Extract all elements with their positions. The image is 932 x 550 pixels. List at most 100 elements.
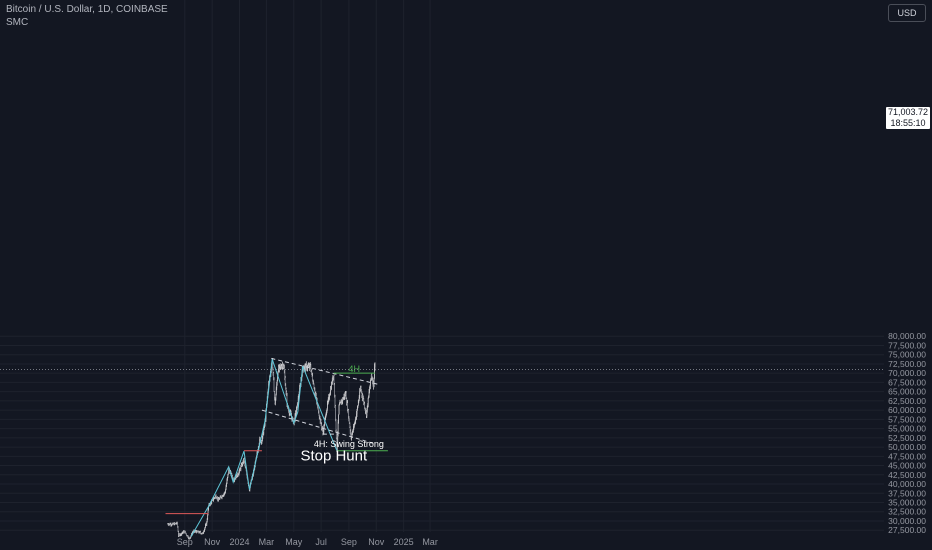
candle-body: [218, 498, 219, 501]
candle-body: [201, 532, 203, 534]
candle-body: [223, 493, 225, 496]
candle-body: [337, 422, 339, 434]
candle-body: [311, 372, 313, 377]
y-tick-label: 62,500.00: [888, 396, 926, 406]
candle-body: [244, 464, 246, 467]
candle-body: [362, 395, 363, 398]
candle-body: [361, 390, 362, 392]
candle-body: [339, 404, 340, 406]
candle-body: [319, 417, 321, 418]
candle-body: [326, 408, 328, 413]
candle-body: [364, 407, 366, 410]
candle-body: [358, 396, 360, 400]
candle-body: [235, 477, 236, 479]
candle-body: [197, 531, 199, 532]
candle-body: [238, 473, 239, 475]
candle-body: [210, 502, 212, 504]
candle-body: [216, 497, 217, 499]
candle-body: [304, 366, 305, 369]
candle-body: [341, 400, 343, 402]
y-tick-label: 65,000.00: [888, 387, 926, 397]
y-tick-label: 50,000.00: [888, 442, 926, 452]
candle-body: [177, 523, 178, 528]
candle-body: [312, 380, 314, 384]
candle-body: [345, 392, 347, 396]
candle-body: [168, 524, 170, 526]
candle-body: [281, 367, 282, 369]
candle-body: [370, 375, 372, 379]
candle-body: [282, 365, 283, 367]
candle-body: [208, 505, 209, 510]
candle-body: [197, 531, 199, 533]
candle-body: [284, 377, 286, 386]
candle-body: [170, 524, 172, 526]
candle-body: [196, 530, 198, 533]
candle-body: [288, 408, 289, 410]
candle-body: [324, 420, 326, 426]
candle-body: [320, 420, 322, 422]
candle-body: [336, 437, 338, 452]
candle-body: [274, 391, 275, 398]
candle-body: [263, 425, 265, 430]
candle-body: [308, 365, 309, 367]
x-tick-label: 2024: [229, 537, 249, 547]
candle-body: [225, 486, 227, 490]
candle-body: [305, 364, 307, 366]
candle-body: [321, 427, 323, 429]
candle-body: [277, 375, 278, 381]
currency-button[interactable]: USD: [888, 4, 926, 22]
candle-body: [315, 393, 317, 397]
candle-body: [281, 366, 283, 369]
candle-body: [237, 473, 239, 476]
candle-body: [200, 532, 202, 534]
candle-body: [366, 410, 368, 417]
candle-body: [243, 460, 244, 462]
last-price-value: 71,003.72: [887, 107, 929, 117]
candle-body: [329, 393, 331, 396]
candle-body: [224, 492, 226, 494]
candle-body: [279, 365, 280, 369]
x-tick-label: 2025: [394, 537, 414, 547]
candle-body: [349, 427, 351, 432]
candle-body: [170, 524, 171, 525]
candle-body: [356, 409, 358, 414]
candle-body: [175, 523, 177, 525]
candle-body: [336, 430, 337, 438]
candle-body: [204, 527, 206, 529]
candle-body: [368, 391, 370, 396]
candle-body: [169, 523, 171, 525]
candle-body: [172, 523, 174, 525]
indicator-label[interactable]: SMC: [6, 17, 29, 28]
candle-body: [322, 428, 323, 430]
candle-body: [309, 364, 310, 368]
candle-body: [351, 433, 353, 438]
candle-body: [334, 384, 335, 397]
candle-body: [342, 398, 343, 402]
last-price-tag: 71,003.72 18:55:10: [886, 107, 930, 129]
candle-body: [353, 426, 354, 431]
candle-body: [215, 495, 217, 498]
candle-body: [201, 533, 203, 535]
candle-body: [184, 530, 186, 533]
candle-body: [221, 495, 223, 498]
candle-body: [195, 531, 196, 532]
candle-body: [332, 378, 334, 380]
candle-body: [179, 534, 181, 536]
candle-body: [228, 468, 230, 473]
candle-body: [242, 463, 243, 464]
candle-body: [327, 403, 328, 409]
candle-body: [180, 533, 182, 535]
candle-body: [356, 413, 357, 418]
candle-body: [219, 498, 221, 500]
candle-body: [185, 532, 187, 534]
candle-body: [283, 365, 284, 368]
candle-body: [217, 498, 219, 501]
candle-body: [184, 532, 186, 533]
y-tick-label: 42,500.00: [888, 470, 926, 480]
candle-body: [214, 497, 216, 499]
candle-body: [218, 498, 220, 500]
green-level-label: 4H: Swing Strong: [314, 439, 384, 449]
candle-body: [227, 474, 229, 478]
candle-body: [357, 407, 358, 410]
